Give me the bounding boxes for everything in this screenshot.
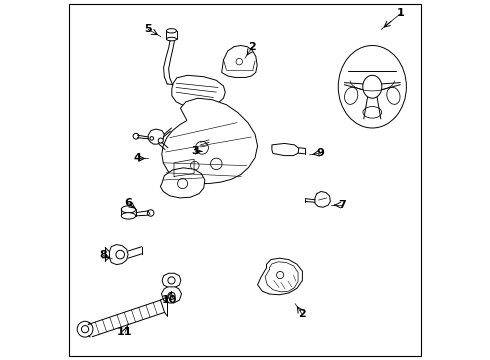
Circle shape: [211, 158, 222, 170]
Text: 1: 1: [397, 8, 405, 18]
Polygon shape: [148, 129, 164, 144]
Text: 2: 2: [298, 310, 306, 319]
Ellipse shape: [167, 29, 176, 33]
Ellipse shape: [122, 206, 136, 213]
Circle shape: [116, 250, 124, 259]
Ellipse shape: [344, 87, 358, 104]
Text: 9: 9: [317, 148, 324, 158]
Polygon shape: [162, 273, 181, 288]
Polygon shape: [160, 168, 205, 198]
Ellipse shape: [387, 87, 400, 104]
Polygon shape: [198, 136, 211, 150]
Circle shape: [147, 210, 154, 216]
Circle shape: [236, 58, 243, 65]
Circle shape: [77, 321, 93, 337]
Ellipse shape: [338, 45, 406, 128]
Circle shape: [81, 325, 89, 333]
Text: 4: 4: [133, 153, 141, 163]
Text: 6: 6: [124, 198, 132, 208]
Circle shape: [177, 179, 188, 189]
Circle shape: [203, 137, 207, 141]
Polygon shape: [221, 45, 257, 77]
Text: 8: 8: [99, 250, 107, 260]
Circle shape: [168, 292, 175, 300]
Circle shape: [191, 161, 199, 170]
Circle shape: [196, 141, 208, 154]
Circle shape: [150, 136, 153, 140]
Circle shape: [168, 277, 175, 284]
Circle shape: [133, 134, 139, 139]
Polygon shape: [161, 287, 181, 303]
Polygon shape: [258, 258, 302, 295]
Text: 10: 10: [162, 295, 177, 305]
Text: 2: 2: [248, 42, 256, 52]
Circle shape: [203, 143, 207, 147]
Polygon shape: [315, 192, 330, 207]
Text: 3: 3: [191, 146, 198, 156]
Text: 11: 11: [117, 327, 133, 337]
Circle shape: [276, 271, 284, 279]
Ellipse shape: [363, 75, 382, 98]
Polygon shape: [109, 244, 128, 265]
Ellipse shape: [363, 107, 382, 118]
Polygon shape: [162, 98, 258, 184]
Ellipse shape: [122, 213, 136, 219]
Text: 5: 5: [145, 24, 152, 35]
Polygon shape: [172, 75, 225, 108]
Circle shape: [158, 138, 163, 143]
Polygon shape: [272, 143, 299, 156]
Text: 7: 7: [338, 200, 346, 210]
Ellipse shape: [167, 37, 176, 41]
